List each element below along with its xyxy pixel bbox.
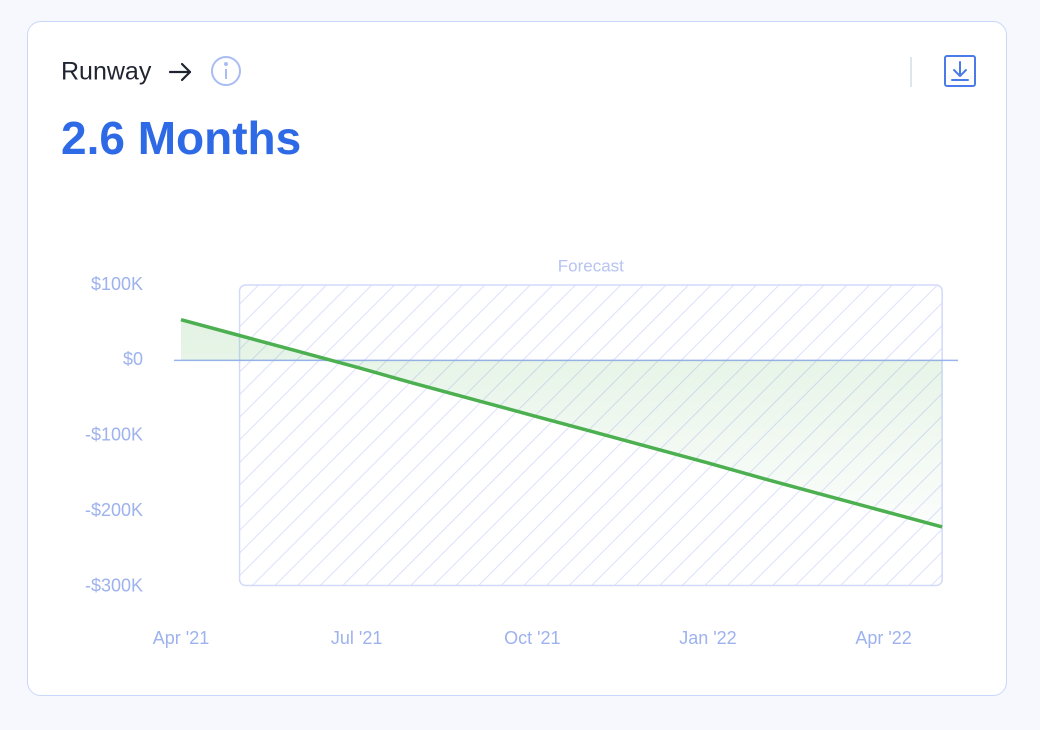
y-tick-label: -$200K [85, 500, 143, 520]
card-title: Runway [61, 58, 152, 86]
x-tick-label: Jan '22 [679, 628, 736, 648]
y-tick-label: $100K [91, 274, 143, 294]
x-tick-label: Oct '21 [504, 628, 560, 648]
metric-value: 2.6 Months [61, 112, 301, 164]
y-tick-label: -$300K [85, 575, 143, 595]
y-tick-label: -$100K [85, 425, 143, 445]
x-tick-label: Apr '21 [153, 628, 209, 648]
download-icon[interactable] [944, 55, 976, 87]
x-tick-label: Jul '21 [331, 628, 382, 648]
info-icon[interactable] [211, 56, 241, 86]
forecast-label: Forecast [558, 256, 624, 275]
line [180, 317, 943, 529]
y-tick-label: $0 [123, 349, 143, 369]
arrow-icon[interactable] [168, 62, 192, 82]
x-tick-label: Apr '22 [855, 628, 911, 648]
